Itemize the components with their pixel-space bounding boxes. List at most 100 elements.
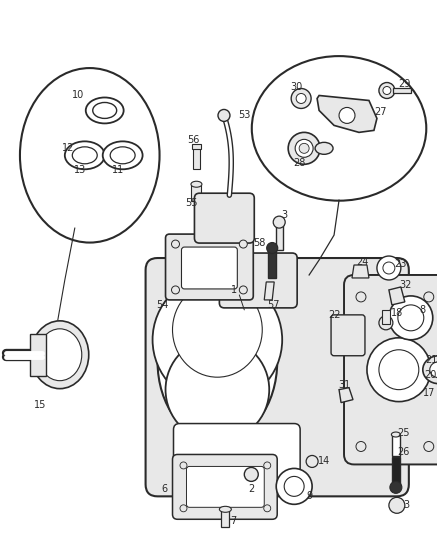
Polygon shape	[352, 265, 369, 278]
Text: 22: 22	[328, 310, 340, 320]
Text: 3: 3	[281, 210, 287, 220]
FancyBboxPatch shape	[173, 455, 277, 519]
Ellipse shape	[392, 432, 400, 437]
Circle shape	[291, 88, 311, 108]
Bar	[393, 87, 411, 93]
Ellipse shape	[38, 329, 82, 381]
Circle shape	[398, 305, 424, 331]
Text: 30: 30	[290, 82, 302, 92]
Polygon shape	[317, 95, 377, 132]
Ellipse shape	[110, 147, 135, 164]
Text: 6: 6	[162, 484, 168, 495]
Bar	[276, 222, 283, 250]
Text: 56: 56	[187, 135, 200, 146]
Circle shape	[356, 441, 366, 451]
Circle shape	[288, 132, 320, 164]
Text: 21: 21	[426, 355, 438, 365]
Circle shape	[306, 456, 318, 467]
Text: 13: 13	[74, 165, 86, 175]
FancyBboxPatch shape	[166, 234, 253, 300]
FancyBboxPatch shape	[181, 247, 237, 289]
Circle shape	[264, 462, 271, 469]
Circle shape	[377, 256, 401, 280]
Circle shape	[284, 477, 304, 496]
FancyBboxPatch shape	[173, 424, 300, 490]
Text: 9: 9	[306, 491, 312, 502]
Text: 10: 10	[72, 91, 84, 101]
Text: 23: 23	[395, 259, 407, 269]
Circle shape	[339, 108, 355, 124]
Ellipse shape	[430, 362, 438, 378]
Text: 8: 8	[420, 305, 426, 315]
Circle shape	[267, 243, 278, 254]
Bar	[191, 185, 201, 201]
Ellipse shape	[65, 141, 105, 169]
FancyBboxPatch shape	[219, 253, 297, 308]
Text: 18: 18	[391, 308, 403, 318]
Circle shape	[383, 262, 395, 274]
Ellipse shape	[173, 282, 262, 377]
Circle shape	[239, 240, 247, 248]
Circle shape	[239, 286, 247, 294]
Text: 57: 57	[267, 300, 279, 310]
Ellipse shape	[315, 142, 333, 155]
Ellipse shape	[20, 68, 159, 243]
Text: 17: 17	[423, 387, 435, 398]
Circle shape	[180, 505, 187, 512]
Text: 12: 12	[62, 143, 74, 154]
Circle shape	[264, 505, 271, 512]
Text: 1: 1	[231, 285, 237, 295]
Ellipse shape	[252, 56, 426, 201]
Text: 2: 2	[248, 484, 254, 495]
FancyBboxPatch shape	[187, 466, 264, 507]
FancyBboxPatch shape	[194, 193, 254, 243]
Text: 11: 11	[112, 165, 124, 175]
Text: 54: 54	[156, 300, 169, 310]
Text: 15: 15	[34, 400, 46, 409]
Text: 25: 25	[398, 427, 410, 438]
Bar	[30, 334, 46, 376]
Text: 28: 28	[293, 158, 305, 168]
Text: 7: 7	[230, 516, 237, 526]
Polygon shape	[264, 282, 274, 300]
FancyBboxPatch shape	[145, 258, 409, 496]
Circle shape	[424, 441, 434, 451]
Circle shape	[273, 216, 285, 228]
Text: 58: 58	[253, 238, 265, 248]
Ellipse shape	[31, 321, 89, 389]
Text: 31: 31	[338, 379, 350, 390]
Circle shape	[383, 86, 391, 94]
Text: 24: 24	[356, 257, 368, 267]
Circle shape	[379, 316, 393, 330]
Text: 32: 32	[399, 280, 412, 290]
Circle shape	[389, 497, 405, 513]
Text: 20: 20	[424, 370, 437, 379]
Circle shape	[172, 286, 180, 294]
Circle shape	[424, 292, 434, 302]
Bar	[194, 147, 201, 169]
Ellipse shape	[72, 147, 97, 164]
Circle shape	[356, 292, 366, 302]
Polygon shape	[339, 387, 353, 402]
Bar	[392, 457, 400, 487]
FancyBboxPatch shape	[344, 275, 438, 464]
Text: 14: 14	[318, 456, 330, 466]
Text: 3: 3	[404, 500, 410, 510]
FancyBboxPatch shape	[331, 315, 365, 356]
Circle shape	[166, 338, 269, 441]
Text: 29: 29	[399, 78, 411, 88]
Ellipse shape	[191, 181, 202, 187]
Circle shape	[299, 143, 309, 154]
Circle shape	[276, 469, 312, 504]
Text: 53: 53	[238, 110, 251, 120]
Ellipse shape	[93, 102, 117, 118]
Ellipse shape	[86, 98, 124, 124]
Circle shape	[389, 296, 433, 340]
Polygon shape	[389, 287, 405, 305]
Ellipse shape	[219, 506, 231, 512]
Ellipse shape	[158, 282, 277, 441]
Bar	[221, 510, 230, 527]
Circle shape	[296, 93, 306, 103]
Bar	[392, 434, 400, 456]
Circle shape	[367, 338, 431, 402]
